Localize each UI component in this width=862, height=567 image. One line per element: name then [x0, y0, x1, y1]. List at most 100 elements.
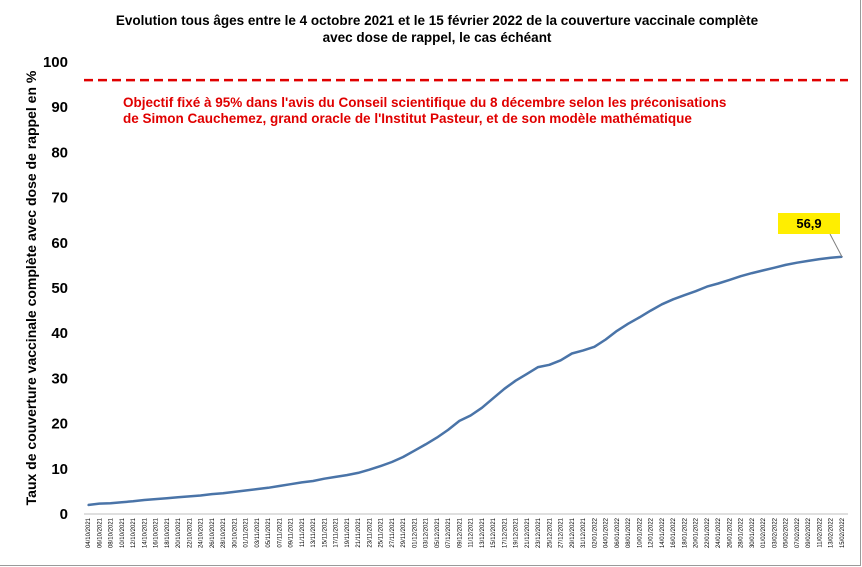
- series-point-5: [143, 499, 146, 501]
- series-point-61: [773, 266, 776, 269]
- series-point-3: [121, 501, 123, 504]
- x-tick-label-47: 06/01/2022: [615, 517, 621, 548]
- series-point-29: [413, 449, 416, 452]
- chart-title: Evolution tous âges entre le 4 octobre 2…: [116, 13, 759, 45]
- last-value-label-background: [778, 213, 840, 234]
- x-tick-label-54: 20/01/2022: [694, 517, 700, 548]
- series-point-58: [739, 275, 742, 278]
- series-point-49: [638, 316, 641, 319]
- series-point-43: [571, 352, 573, 355]
- x-tick-label-9: 22/10/2021: [187, 517, 193, 548]
- x-tick-label-60: 01/02/2022: [761, 517, 767, 548]
- series-point-22: [334, 476, 337, 478]
- series-point-16: [267, 487, 269, 489]
- series-point-55: [706, 285, 708, 288]
- x-tick-label-37: 17/12/2021: [502, 517, 508, 548]
- x-tick-label-33: 09/12/2021: [457, 517, 463, 548]
- series-point-40: [537, 366, 539, 368]
- x-tick-label-38: 19/12/2021: [514, 517, 520, 548]
- x-tick-label-32: 07/12/2021: [446, 517, 452, 548]
- y-tick-label-9: 90: [51, 99, 68, 116]
- x-tick-label-49: 10/01/2022: [637, 517, 643, 548]
- x-tick-label-10: 24/10/2021: [199, 517, 205, 548]
- series-point-27: [391, 461, 393, 463]
- series-point-60: [762, 269, 764, 272]
- y-axis-ticks: 0 10 20 30 40 50 60 70 80 90 100: [43, 54, 68, 523]
- series-point-46: [604, 338, 607, 341]
- series-point-36: [492, 397, 494, 400]
- y-tick-label-2: 20: [51, 416, 68, 433]
- series-point-42: [559, 359, 562, 362]
- x-tick-label-61: 03/02/2022: [773, 517, 779, 548]
- series-point-65: [818, 258, 821, 260]
- y-tick-label-7: 70: [51, 190, 68, 207]
- x-tick-label-66: 13/02/2022: [829, 517, 835, 548]
- series-point-8: [177, 496, 179, 499]
- x-tick-label-53: 18/01/2022: [682, 517, 688, 548]
- x-tick-label-25: 23/11/2021: [367, 517, 373, 547]
- y-axis-label: Taux de couverture vaccinale complète av…: [23, 70, 39, 505]
- series-point-47: [616, 330, 618, 332]
- x-tick-label-59: 30/01/2022: [750, 517, 756, 548]
- series-point-1: [98, 502, 101, 505]
- x-tick-label-28: 29/11/2021: [401, 517, 407, 547]
- series-point-13: [233, 491, 236, 493]
- series-group: [87, 255, 843, 507]
- series-point-41: [548, 364, 551, 366]
- series-point-30: [424, 443, 427, 446]
- x-axis-ticks: 04/10/2021 06/10/2021 08/10/2021 10/10/2021…: [86, 517, 846, 548]
- x-tick-label-18: 09/11/2021: [289, 517, 295, 547]
- series-point-12: [222, 492, 224, 495]
- annotation-line-2: de Simon Cauchemez, grand oracle de l'In…: [123, 111, 692, 126]
- x-tick-label-41: 25/12/2021: [547, 517, 553, 548]
- x-tick-label-3: 10/10/2021: [120, 517, 126, 548]
- x-tick-label-50: 12/01/2022: [649, 517, 655, 548]
- y-tick-label-1: 10: [51, 461, 68, 478]
- x-tick-label-5: 14/10/2021: [142, 517, 148, 548]
- x-tick-label-27: 27/11/2021: [390, 517, 396, 547]
- x-tick-label-64: 09/02/2022: [806, 517, 812, 548]
- x-tick-label-67: 15/02/2022: [840, 517, 846, 548]
- series-point-53: [683, 294, 686, 297]
- series-point-39: [526, 373, 528, 375]
- series-point-7: [166, 497, 168, 500]
- series-point-24: [357, 472, 359, 474]
- series-point-19: [301, 481, 303, 484]
- x-tick-label-63: 07/02/2022: [795, 517, 801, 548]
- x-tick-label-48: 08/01/2022: [626, 517, 632, 548]
- x-tick-label-31: 05/12/2021: [435, 517, 441, 548]
- x-tick-label-46: 04/01/2022: [604, 517, 610, 548]
- series-point-32: [447, 429, 449, 431]
- y-tick-label-4: 40: [51, 325, 68, 342]
- series-point-15: [255, 488, 258, 490]
- x-tick-label-36: 15/12/2021: [491, 517, 497, 548]
- series-point-21: [323, 477, 326, 480]
- x-tick-label-45: 02/01/2022: [592, 517, 598, 548]
- series-point-33: [458, 420, 461, 422]
- chart-title-line-2: avec dose de rappel, le cas échéant: [323, 30, 552, 45]
- x-tick-label-14: 01/11/2021: [244, 517, 250, 547]
- series-line: [87, 255, 843, 507]
- x-tick-label-40: 23/12/2021: [536, 517, 542, 548]
- x-tick-label-11: 26/10/2021: [210, 517, 216, 548]
- x-tick-label-35: 13/12/2021: [480, 517, 486, 548]
- series-point-31: [436, 436, 438, 439]
- series-point-62: [784, 264, 787, 266]
- series-point-56: [717, 282, 719, 285]
- series-point-35: [481, 407, 483, 409]
- series-point-26: [379, 465, 382, 467]
- x-tick-label-30: 03/12/2021: [424, 517, 430, 548]
- series-point-25: [368, 468, 371, 471]
- x-tick-label-34: 11/12/2021: [469, 517, 475, 547]
- series-point-57: [728, 279, 731, 281]
- x-tick-label-2: 08/10/2021: [109, 517, 115, 548]
- y-tick-label-10: 100: [43, 54, 68, 71]
- series-point-17: [278, 485, 281, 487]
- y-tick-label-5: 50: [51, 280, 68, 297]
- x-tick-label-13: 30/10/2021: [232, 517, 238, 548]
- y-tick-label-0: 0: [60, 506, 68, 523]
- series-point-59: [751, 272, 753, 274]
- series-point-38: [514, 379, 517, 382]
